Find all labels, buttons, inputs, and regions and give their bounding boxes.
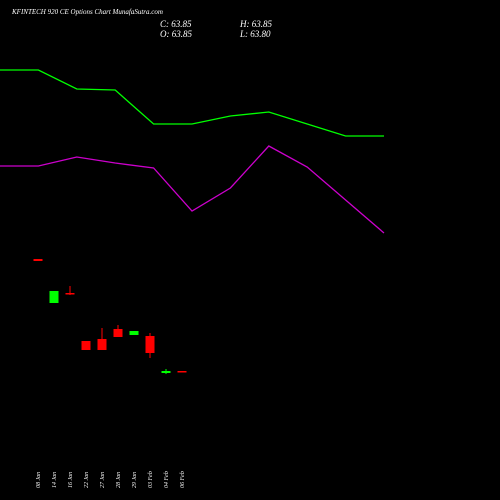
x-tick-label: 06 Feb xyxy=(180,471,186,488)
candle-body xyxy=(65,293,75,295)
x-tick-label: 04 Feb xyxy=(163,471,170,488)
x-tick-label: 08 Jan xyxy=(36,472,42,488)
candle-body xyxy=(33,259,43,261)
candle-body xyxy=(145,336,155,353)
candle-body xyxy=(49,291,59,303)
x-tick-label: 27 Jan xyxy=(100,472,106,488)
indicator-line xyxy=(0,145,385,234)
candle-body xyxy=(161,371,171,373)
ohlc-close: C: 63.85 xyxy=(160,19,192,29)
candle-body xyxy=(177,371,187,373)
x-tick-label: 28 Jan xyxy=(116,472,122,488)
x-tick-label: 14 Jan xyxy=(51,472,58,488)
x-tick-label: 03 Feb xyxy=(148,471,154,488)
ohlc-open: O: 63.85 xyxy=(160,29,192,39)
chart-title: KFINTECH 920 CE Options Chart MunafaSutr… xyxy=(11,8,163,16)
x-tick-label: 16 Jan xyxy=(68,472,74,488)
x-tick-label: 22 Jan xyxy=(84,472,90,488)
candle-body xyxy=(97,339,107,350)
indicator-line xyxy=(0,69,384,137)
x-tick-label: 29 Jan xyxy=(132,472,138,488)
ohlc-high: H: 63.85 xyxy=(239,19,272,29)
ohlc-low: L: 63.80 xyxy=(239,29,271,39)
candle-body xyxy=(113,329,123,337)
candle-body xyxy=(129,331,139,335)
candle-body xyxy=(81,341,91,350)
